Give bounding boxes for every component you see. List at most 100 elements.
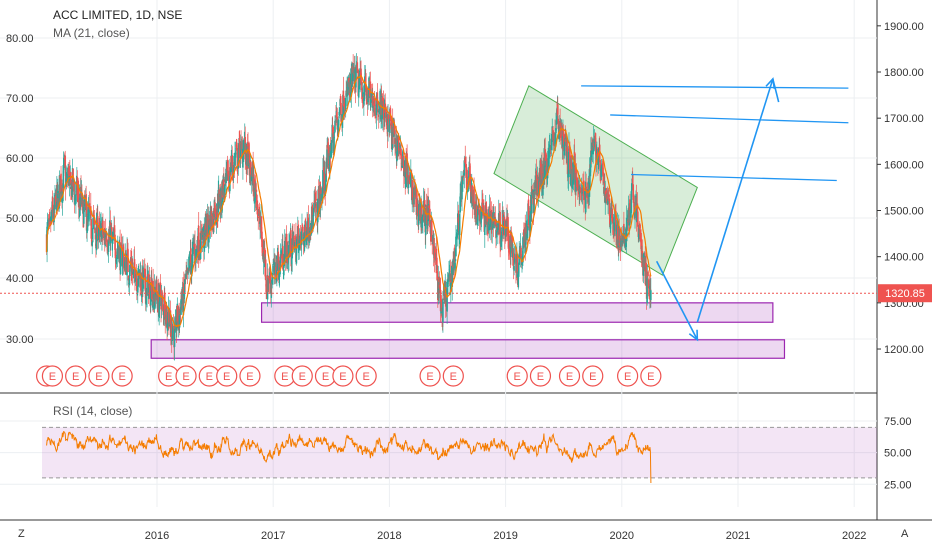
earnings-marker[interactable]: E [65,365,87,387]
candle-body [409,178,411,184]
candle-body [315,199,318,201]
candle-body [442,290,445,295]
candle-body [386,116,388,126]
candle-body [555,112,558,125]
candle-body [562,130,564,147]
time-axis-tick-label: 2021 [726,530,750,542]
candle-body [113,229,115,237]
candle-body [481,199,484,211]
candle-body [389,108,391,133]
candle-body [220,190,223,209]
candle-body [92,219,94,229]
candle-body [419,202,421,211]
candle-body [553,138,555,140]
earnings-marker[interactable]: E [529,365,552,387]
candle-body [159,283,162,297]
earnings-marker[interactable]: E [175,365,197,387]
candle-body [163,293,166,317]
candle-body [96,216,99,239]
candle-body [497,223,499,233]
candle-body [143,269,145,278]
candle-body [91,242,93,246]
candle-body [65,179,68,182]
candle-body [375,98,378,116]
candle-body [315,203,317,207]
earnings-marker[interactable]: E [332,365,354,387]
earnings-marker[interactable]: E [582,365,604,387]
candle-body [522,237,524,263]
candle-body [590,150,593,158]
candle-body [534,175,537,188]
earnings-marker-label: E [322,371,329,383]
earnings-marker[interactable]: E [506,365,528,387]
candle-body [480,212,483,220]
candle-body [58,184,60,209]
candle-body [391,124,394,151]
candle-body [502,228,505,232]
earnings-marker[interactable]: E [419,365,441,387]
earnings-marker[interactable]: E [355,365,377,387]
candle-body [75,194,77,201]
candle-body [614,210,616,222]
candle-body [333,132,336,134]
candle-body [293,248,296,250]
earnings-marker[interactable]: E [239,365,261,387]
earnings-marker[interactable]: E [111,365,133,387]
earnings-marker[interactable]: E [291,365,313,387]
earnings-marker[interactable]: E [558,365,581,387]
candle-body [524,242,527,246]
candle-body [296,241,298,247]
earnings-marker[interactable]: E [442,365,464,387]
earnings-marker[interactable]: E [314,365,337,387]
earnings-marker[interactable]: E [216,365,238,387]
time-axis-tick-label: 2017 [261,530,285,542]
descending-channel [493,85,698,276]
candle-body [576,177,578,183]
candle-body [602,172,605,183]
candle-body [593,138,596,144]
candle-body [538,180,541,187]
earnings-marker[interactable]: E [41,365,64,387]
candle-body [268,279,271,282]
candle-body [268,277,270,280]
candle-body [123,261,126,269]
earnings-marker[interactable]: E [158,365,180,387]
candle-body [631,178,634,184]
candle-body [337,119,340,126]
candle-body [77,189,80,194]
rsi-band [42,427,877,478]
candle-body [585,186,587,189]
earnings-marker[interactable]: E [88,365,110,387]
candle-body [60,173,62,192]
candle-body [491,216,494,230]
price-axis-tick-label: 1700.00 [884,113,924,125]
candle-body [248,153,251,166]
candle-body [448,269,451,271]
candle-body [127,249,129,273]
candle-body [516,255,519,281]
candle-body [428,205,430,209]
earnings-marker[interactable]: E [640,365,662,387]
candle-body [350,73,353,97]
candle-body [192,242,195,244]
candle-body [180,295,183,300]
candle-body [633,202,635,213]
candle-body [119,247,122,275]
candle-body [590,150,592,168]
candle-body [390,119,392,121]
candle-body [72,178,75,183]
candle-body [319,193,322,205]
auto-scale-button[interactable]: A [901,528,909,540]
earnings-marker[interactable]: E [617,365,639,387]
projection-arrow [772,78,780,103]
timezone-button[interactable]: Z [18,528,25,540]
candle-body [650,290,652,301]
candle-body [148,283,150,299]
left-axis-tick-label: 70.00 [6,93,34,105]
candle-body [261,237,263,242]
candle-body [142,267,144,292]
candle-body [579,189,581,191]
candle-body [471,185,474,197]
candle-body [137,267,140,287]
